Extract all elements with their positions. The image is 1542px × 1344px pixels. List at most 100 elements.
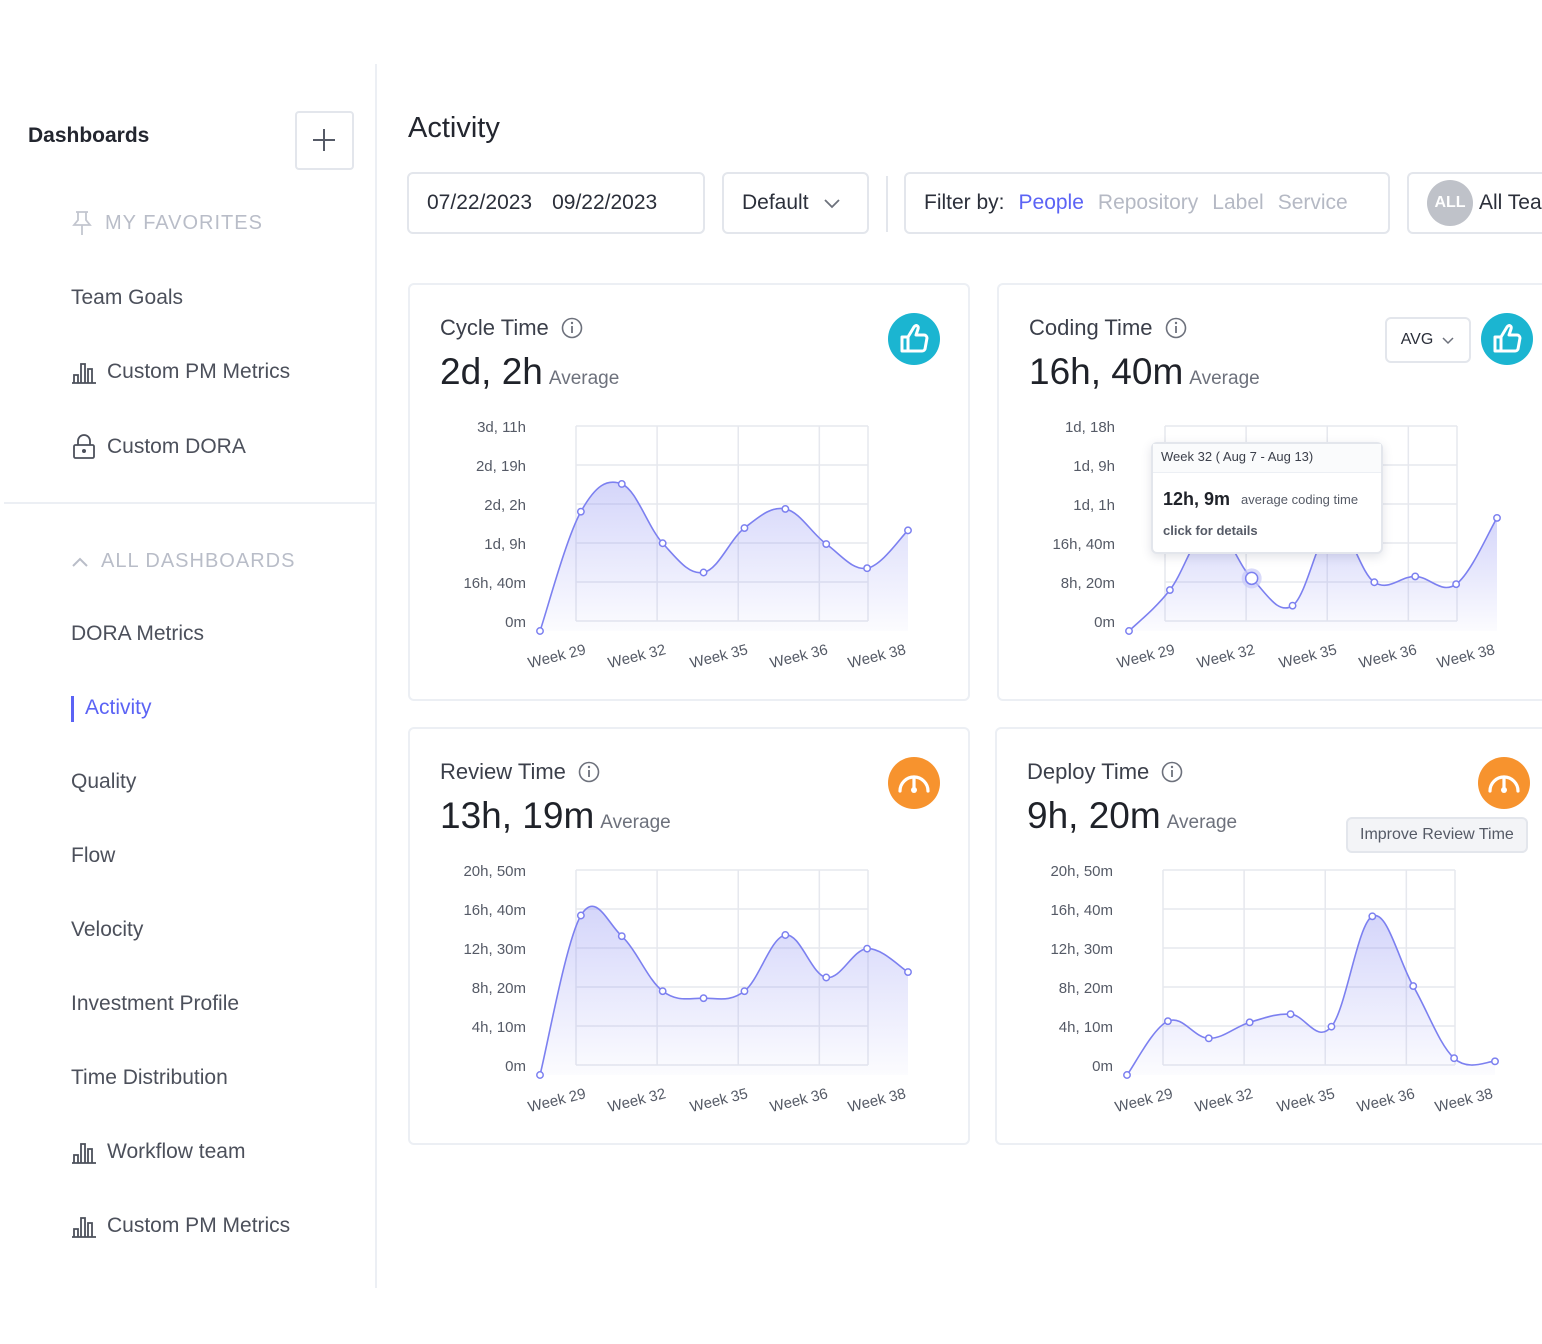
aggregation-value: AVG xyxy=(1400,331,1434,348)
metric-card-cycle-time[interactable]: Cycle Time 2d, 2h Average 0m 16h, 40m 1d, 9… xyxy=(408,283,970,701)
favorites-header[interactable]: MY FAVORITES xyxy=(71,210,263,236)
sidebar-item-workflow-team[interactable]: Workflow team xyxy=(71,1140,245,1164)
sidebar-item-time-distribution[interactable]: Time Distribution xyxy=(71,1066,228,1090)
x-tick-label: Week 38 xyxy=(1435,641,1496,672)
x-tick-label: Week 32 xyxy=(1195,641,1256,672)
sidebar-item-label: Investment Profile xyxy=(71,992,240,1015)
data-point[interactable] xyxy=(822,973,831,982)
pin-icon xyxy=(72,211,92,235)
aggregation-select[interactable]: AVG xyxy=(1385,317,1471,363)
data-point[interactable] xyxy=(904,968,912,976)
card-title-text: Coding Time xyxy=(1029,315,1153,340)
y-tick-label: 0m xyxy=(505,614,526,631)
data-point[interactable] xyxy=(1123,1071,1131,1079)
metric-card-review-time[interactable]: Review Time 13h, 19m Average 0m 4h, 10m 8h,… xyxy=(408,727,970,1145)
data-point[interactable] xyxy=(617,480,626,488)
info-icon[interactable] xyxy=(578,761,600,783)
deploy-time-chart: 0m 4h, 10m 8h, 20m 12h, 30m 16h, 40m 20h, 50m… xyxy=(1050,863,1499,1116)
data-point[interactable] xyxy=(576,911,585,920)
sidebar-item-activity[interactable]: Activity xyxy=(85,696,152,720)
x-tick-label: Week 38 xyxy=(1433,1085,1494,1116)
y-tick-label: 1d, 18h xyxy=(1065,419,1115,436)
sidebar-item-velocity[interactable]: Velocity xyxy=(71,918,143,942)
data-point[interactable] xyxy=(1288,601,1297,610)
data-point[interactable] xyxy=(781,931,790,939)
add-dashboard-button[interactable] xyxy=(295,111,354,170)
sidebar-item-custom-dora[interactable]: Custom DORA xyxy=(71,434,246,460)
x-tick-label: Week 29 xyxy=(1113,1085,1174,1116)
data-point[interactable] xyxy=(1491,1057,1499,1066)
data-point[interactable] xyxy=(822,540,831,548)
sidebar-item-custom-pm-metrics-2[interactable]: Custom PM Metrics xyxy=(71,1214,290,1238)
thumbs-up-icon xyxy=(1493,324,1522,353)
card-value: 2d, 2h Average xyxy=(440,351,619,393)
filter-option-repository[interactable]: Repository xyxy=(1097,191,1199,214)
data-point[interactable] xyxy=(1163,1017,1172,1026)
toolbar-separator xyxy=(886,176,888,232)
data-point[interactable] xyxy=(1245,1018,1254,1027)
sidebar-item-custom-pm-metrics[interactable]: Custom PM Metrics xyxy=(71,360,290,384)
sidebar-item-label: Custom PM Metrics xyxy=(107,1214,291,1237)
sidebar-item-team-goals[interactable]: Team Goals xyxy=(71,286,183,310)
data-point[interactable] xyxy=(1165,586,1174,594)
data-point[interactable] xyxy=(1411,572,1420,581)
data-point[interactable] xyxy=(699,568,708,577)
date-range-picker[interactable]: 07/22/2023 09/22/2023 xyxy=(407,172,705,234)
sidebar-item-flow[interactable]: Flow xyxy=(71,844,115,868)
team-select[interactable]: ALL All Tea xyxy=(1407,172,1542,234)
y-tick-label: 12h, 30m xyxy=(1050,941,1113,958)
data-point[interactable] xyxy=(863,564,872,573)
card-value-suffix: Average xyxy=(1189,368,1260,389)
filter-option-label[interactable]: Label xyxy=(1212,191,1264,214)
gauge-icon xyxy=(1488,775,1520,793)
all-dashboards-header[interactable]: ALL DASHBOARDS xyxy=(71,550,295,573)
sidebar-item-quality[interactable]: Quality xyxy=(71,770,136,794)
y-tick-label: 1d, 9h xyxy=(1073,458,1115,475)
sidebar-item-label: DORA Metrics xyxy=(71,622,205,645)
data-point[interactable] xyxy=(536,1071,544,1079)
data-point[interactable] xyxy=(1286,1010,1295,1019)
info-icon[interactable] xyxy=(1161,761,1183,783)
x-tick-label: Week 29 xyxy=(526,1085,587,1116)
data-point[interactable] xyxy=(1125,627,1133,635)
series-line xyxy=(1126,914,1496,1076)
data-point[interactable] xyxy=(1204,1034,1213,1043)
data-point[interactable] xyxy=(1370,578,1379,587)
improve-review-time-button[interactable]: Improve Review Time xyxy=(1346,817,1528,853)
chart-tooltip[interactable]: Week 32 ( Aug 7 - Aug 13) 12h, 9m averag… xyxy=(1151,442,1383,554)
data-point[interactable] xyxy=(1327,1022,1336,1031)
filter-option-people[interactable]: People xyxy=(1018,191,1084,214)
data-point[interactable] xyxy=(536,627,544,635)
data-point[interactable] xyxy=(658,987,667,996)
x-tick-label: Week 38 xyxy=(846,641,907,672)
y-tick-label: 20h, 50m xyxy=(463,863,526,880)
data-point[interactable] xyxy=(781,504,790,513)
tooltip-details-link[interactable]: click for details xyxy=(1163,523,1258,538)
data-point[interactable] xyxy=(1450,1054,1459,1063)
data-point[interactable] xyxy=(1368,912,1377,921)
data-point[interactable] xyxy=(699,994,708,1003)
sidebar-item-investment-profile[interactable]: Investment Profile xyxy=(71,992,239,1016)
x-tick-label: Week 36 xyxy=(768,1085,829,1116)
data-point[interactable] xyxy=(617,932,626,941)
data-point[interactable] xyxy=(740,987,749,996)
info-icon[interactable] xyxy=(561,317,583,339)
preset-value: Default xyxy=(742,191,809,214)
data-point[interactable] xyxy=(863,944,872,953)
data-point[interactable] xyxy=(658,539,667,548)
data-point[interactable] xyxy=(1493,513,1501,522)
data-point[interactable] xyxy=(1452,580,1461,589)
card-title-text: Cycle Time xyxy=(440,315,549,340)
data-point[interactable] xyxy=(740,524,749,532)
data-point[interactable] xyxy=(576,507,585,516)
sidebar-item-label: Workflow team xyxy=(107,1140,246,1163)
data-point[interactable] xyxy=(904,526,912,535)
data-point[interactable] xyxy=(1409,982,1418,991)
info-icon[interactable] xyxy=(1165,317,1187,339)
metric-card-coding-time[interactable]: Coding Time 16h, 40m Average AVG 0m 8h, 20… xyxy=(997,283,1542,701)
metric-card-deploy-time[interactable]: Deploy Time 9h, 20m Average Improve Revie… xyxy=(995,727,1542,1145)
preset-select[interactable]: Default xyxy=(722,172,869,234)
data-point[interactable] xyxy=(1244,571,1259,586)
sidebar-item-dora-metrics[interactable]: DORA Metrics xyxy=(71,622,204,646)
filter-option-service[interactable]: Service xyxy=(1277,191,1348,214)
